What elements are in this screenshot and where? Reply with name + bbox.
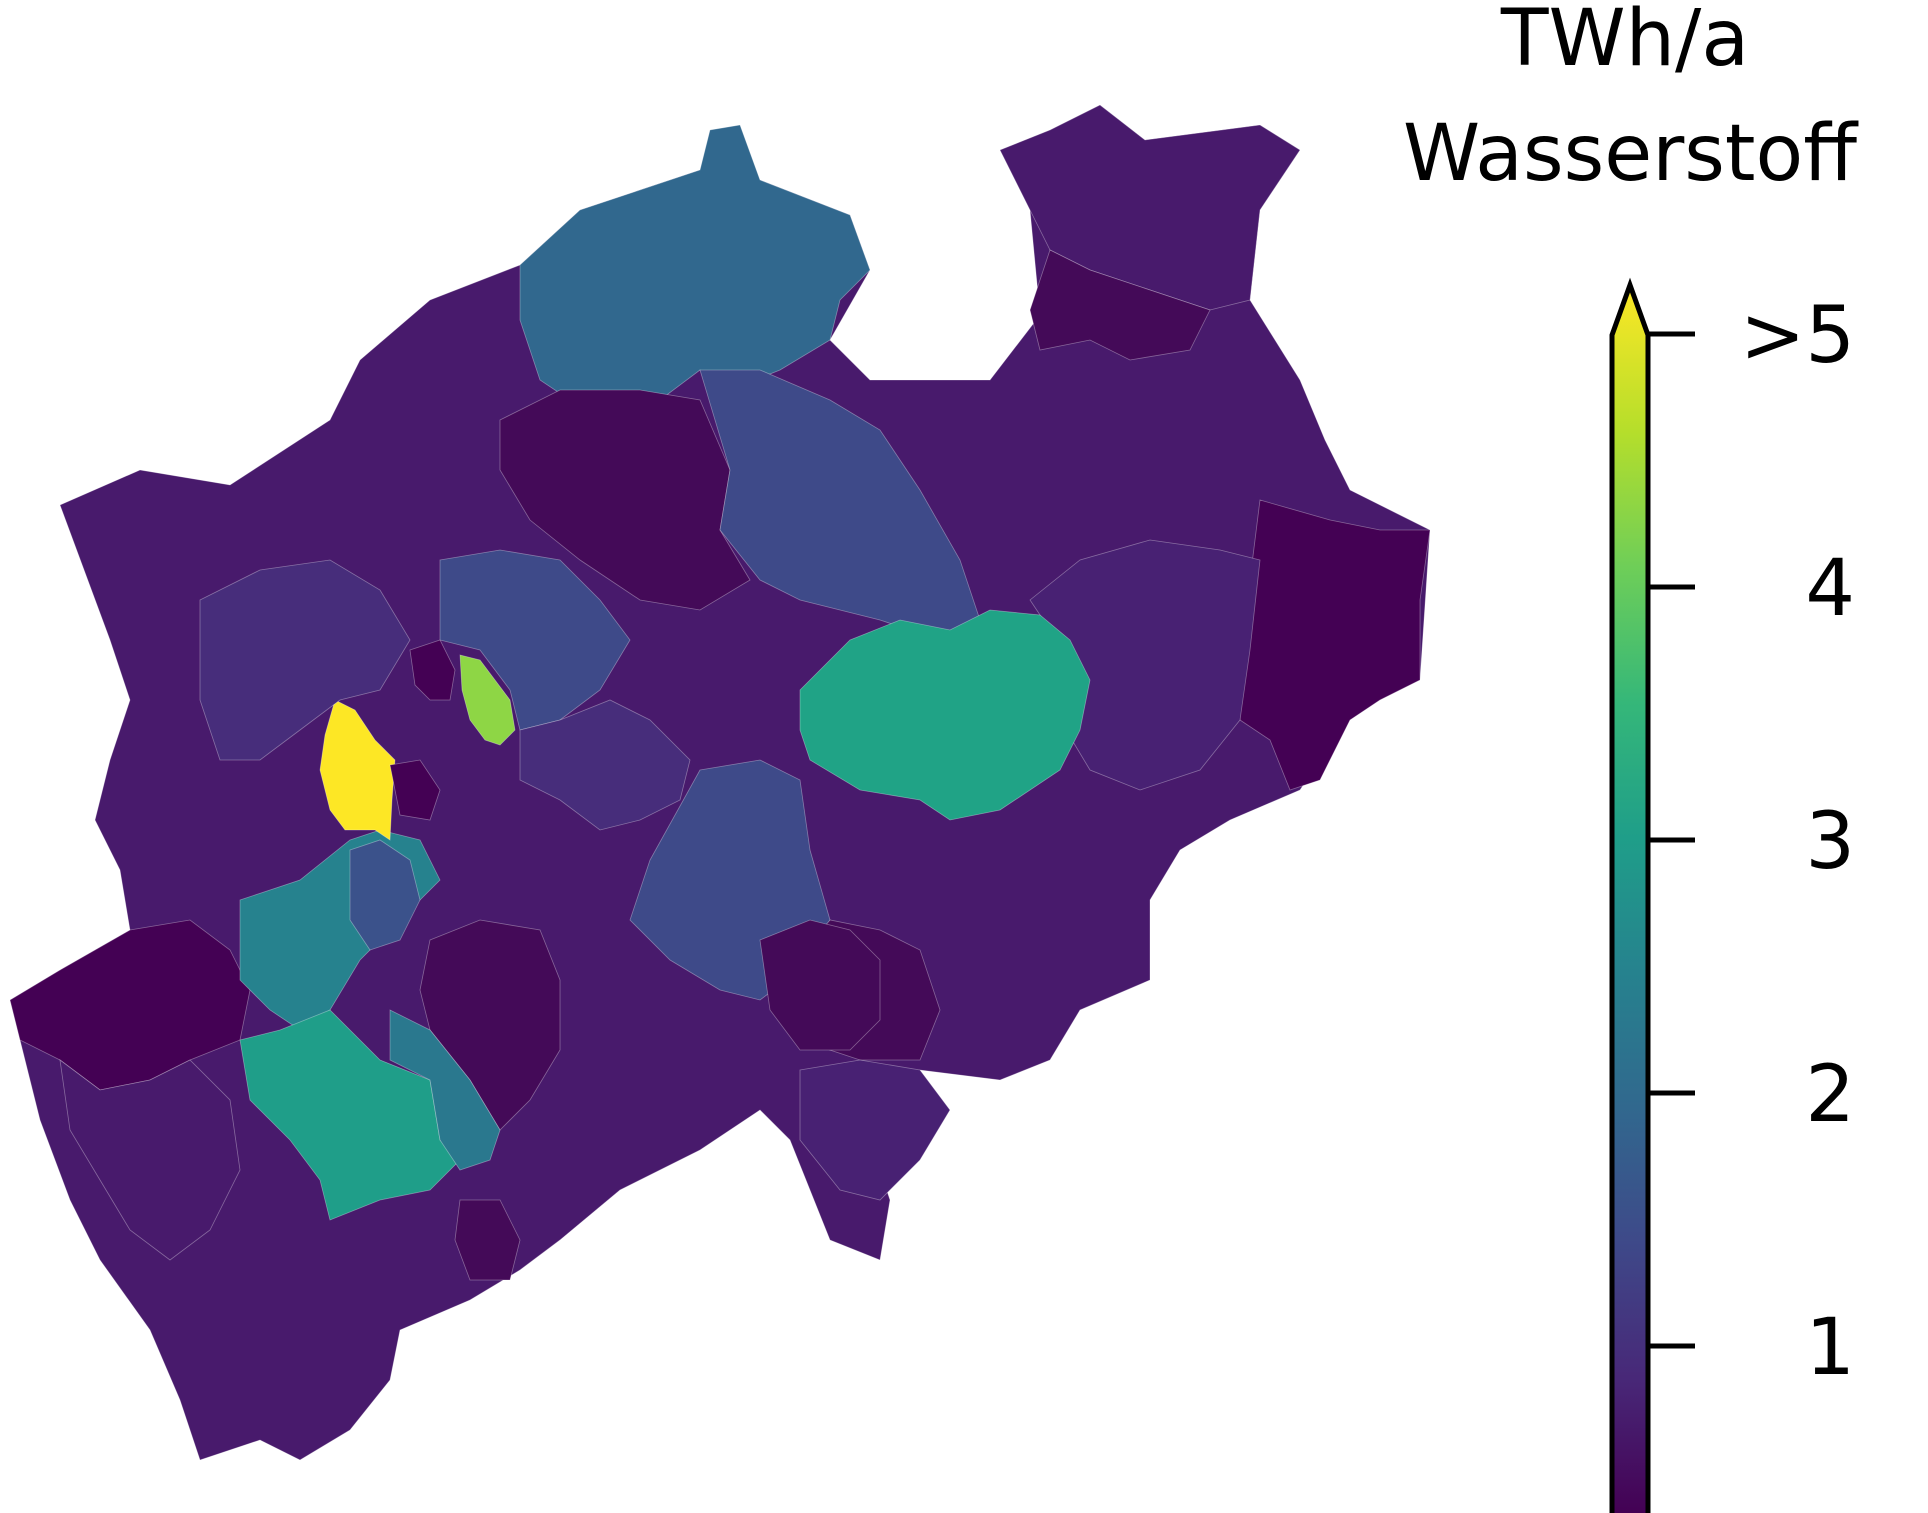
colorbar-bar bbox=[1609, 277, 1651, 1513]
region-essen-dark bbox=[389, 759, 441, 821]
region-aachen bbox=[59, 1059, 241, 1261]
colorbar-tick-label: 3 bbox=[1805, 797, 1855, 887]
legend-title-unit: TWh/a bbox=[1500, 0, 1749, 84]
choropleth-map bbox=[9, 104, 1431, 1461]
region-hochsauerland-dark bbox=[759, 919, 881, 1051]
region-gelsenkirchen-green bbox=[459, 654, 516, 746]
region-dortmund bbox=[519, 699, 691, 831]
region-soest-teal bbox=[799, 609, 1091, 821]
region-wesel bbox=[199, 559, 411, 761]
region-bonn-dark bbox=[454, 1199, 521, 1281]
region-mettmann-blue bbox=[349, 839, 421, 951]
legend-title-label: Wasserstoff bbox=[1403, 109, 1859, 199]
region-siegen bbox=[799, 1059, 951, 1201]
region-west-teal-lower bbox=[239, 1009, 461, 1221]
region-recklinghausen-blue bbox=[439, 549, 631, 731]
colorbar: TWh/a Wasserstoff 1 2 3 4 >5 bbox=[1403, 0, 1859, 1513]
region-ruhr-dark bbox=[419, 919, 561, 1131]
colorbar-tick-label: 2 bbox=[1805, 1050, 1855, 1140]
colorbar-tick-label: 1 bbox=[1805, 1303, 1855, 1393]
region-central-north-dark bbox=[499, 389, 751, 611]
colorbar-ticks: 1 2 3 4 >5 bbox=[1648, 291, 1855, 1393]
colorbar-tick-label: >5 bbox=[1740, 291, 1855, 381]
region-duisburg-yellow bbox=[319, 699, 396, 841]
colorbar-tick-label: 4 bbox=[1805, 544, 1855, 634]
region-minden-dark bbox=[1029, 249, 1211, 361]
region-cologne-teal bbox=[389, 1009, 501, 1171]
